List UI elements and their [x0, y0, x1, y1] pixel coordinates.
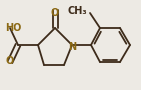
Text: CH₃: CH₃ — [67, 6, 87, 16]
Text: O: O — [51, 8, 59, 18]
Text: O: O — [6, 56, 14, 66]
Text: N: N — [68, 42, 76, 52]
Text: HO: HO — [5, 23, 21, 33]
